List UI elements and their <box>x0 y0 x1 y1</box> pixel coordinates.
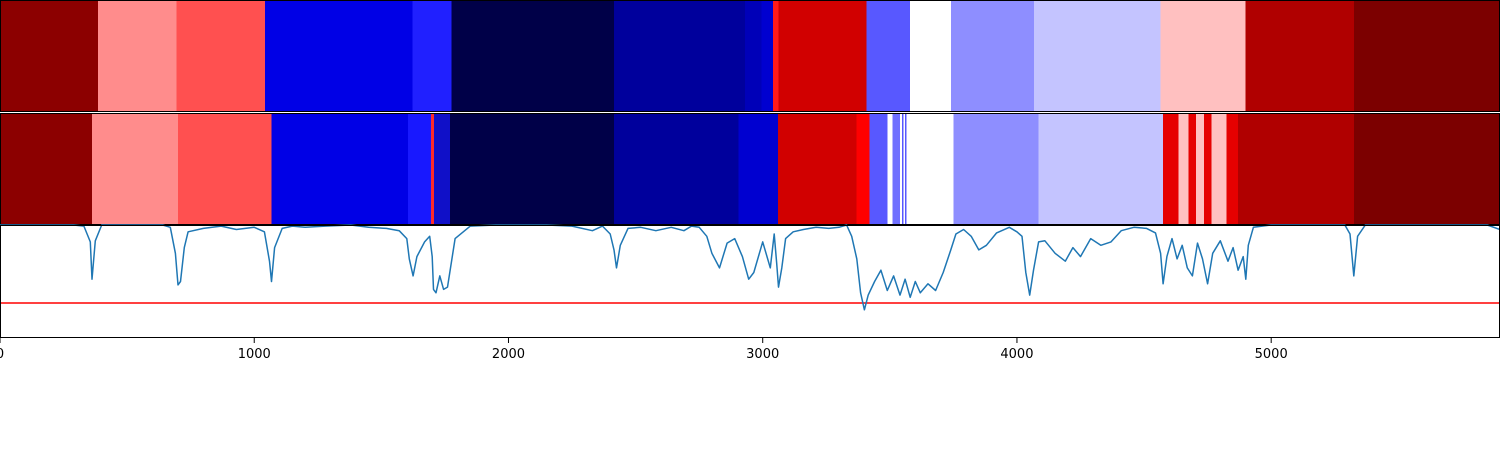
line-panel-frame <box>0 225 1500 338</box>
segment-2-19 <box>905 113 907 225</box>
segment-2-21 <box>953 113 1039 225</box>
segment-1-9 <box>761 0 773 112</box>
segment-2-22 <box>1038 113 1164 225</box>
line-panel <box>0 224 1500 311</box>
segment-2-14 <box>887 113 893 225</box>
segment-1-3 <box>176 0 265 112</box>
segment-2-4 <box>271 113 409 225</box>
segment-2-15 <box>892 113 900 225</box>
segment-2-24 <box>1178 113 1189 225</box>
segment-1-11 <box>778 0 867 112</box>
signal-line <box>0 224 1500 311</box>
segment-1-16 <box>1160 0 1246 112</box>
segment-2-27 <box>1203 113 1212 225</box>
x-tick-label-0: 0 <box>0 347 4 362</box>
segment-1-13 <box>910 0 951 112</box>
segment-2-31 <box>1353 113 1500 225</box>
segment-1-8 <box>744 0 762 112</box>
segment-2-16 <box>900 113 903 225</box>
segment-2-26 <box>1196 113 1204 225</box>
segment-2-23 <box>1163 113 1179 225</box>
segment-2-3 <box>177 113 272 225</box>
x-tick-label-1000: 1000 <box>238 347 271 362</box>
segment-2-9 <box>613 113 739 225</box>
segment-1-17 <box>1245 0 1354 112</box>
segment-1-12 <box>866 0 911 112</box>
heatmap-track-a <box>0 0 1500 112</box>
segment-2-12 <box>856 113 870 225</box>
segment-2-11 <box>777 113 857 225</box>
x-tick-label-5000: 5000 <box>1255 347 1288 362</box>
segment-2-8 <box>450 113 614 225</box>
segment-2-6 <box>430 113 435 225</box>
segment-1-14 <box>950 0 1035 112</box>
x-tick-label-4000: 4000 <box>1000 347 1033 362</box>
segment-2-20 <box>906 113 954 225</box>
segment-2-10 <box>738 113 778 225</box>
segment-1-2 <box>97 0 177 112</box>
segment-2-18 <box>903 113 906 225</box>
segment-1-18 <box>1353 0 1500 112</box>
segment-2-7 <box>434 113 450 225</box>
segment-1-1 <box>0 0 98 112</box>
segment-1-5 <box>412 0 452 112</box>
segment-1-6 <box>451 0 614 112</box>
x-tick-label-2000: 2000 <box>492 347 525 362</box>
segment-2-13 <box>869 113 888 225</box>
heatmap-track-b <box>0 113 1500 225</box>
segment-2-1 <box>0 113 93 225</box>
segment-2-30 <box>1238 113 1354 225</box>
segment-2-25 <box>1188 113 1197 225</box>
segment-1-7 <box>613 0 745 112</box>
segment-2-29 <box>1226 113 1239 225</box>
segment-2-28 <box>1211 113 1227 225</box>
x-tick-label-3000: 3000 <box>746 347 779 362</box>
segment-2-5 <box>408 113 431 225</box>
segment-2-17 <box>902 113 904 225</box>
segment-2-2 <box>92 113 178 225</box>
segment-1-15 <box>1034 0 1161 112</box>
segment-1-4 <box>264 0 413 112</box>
segment-1-10 <box>772 0 779 112</box>
x-axis: 0 1000 2000 3000 4000 5000 <box>0 338 1288 362</box>
